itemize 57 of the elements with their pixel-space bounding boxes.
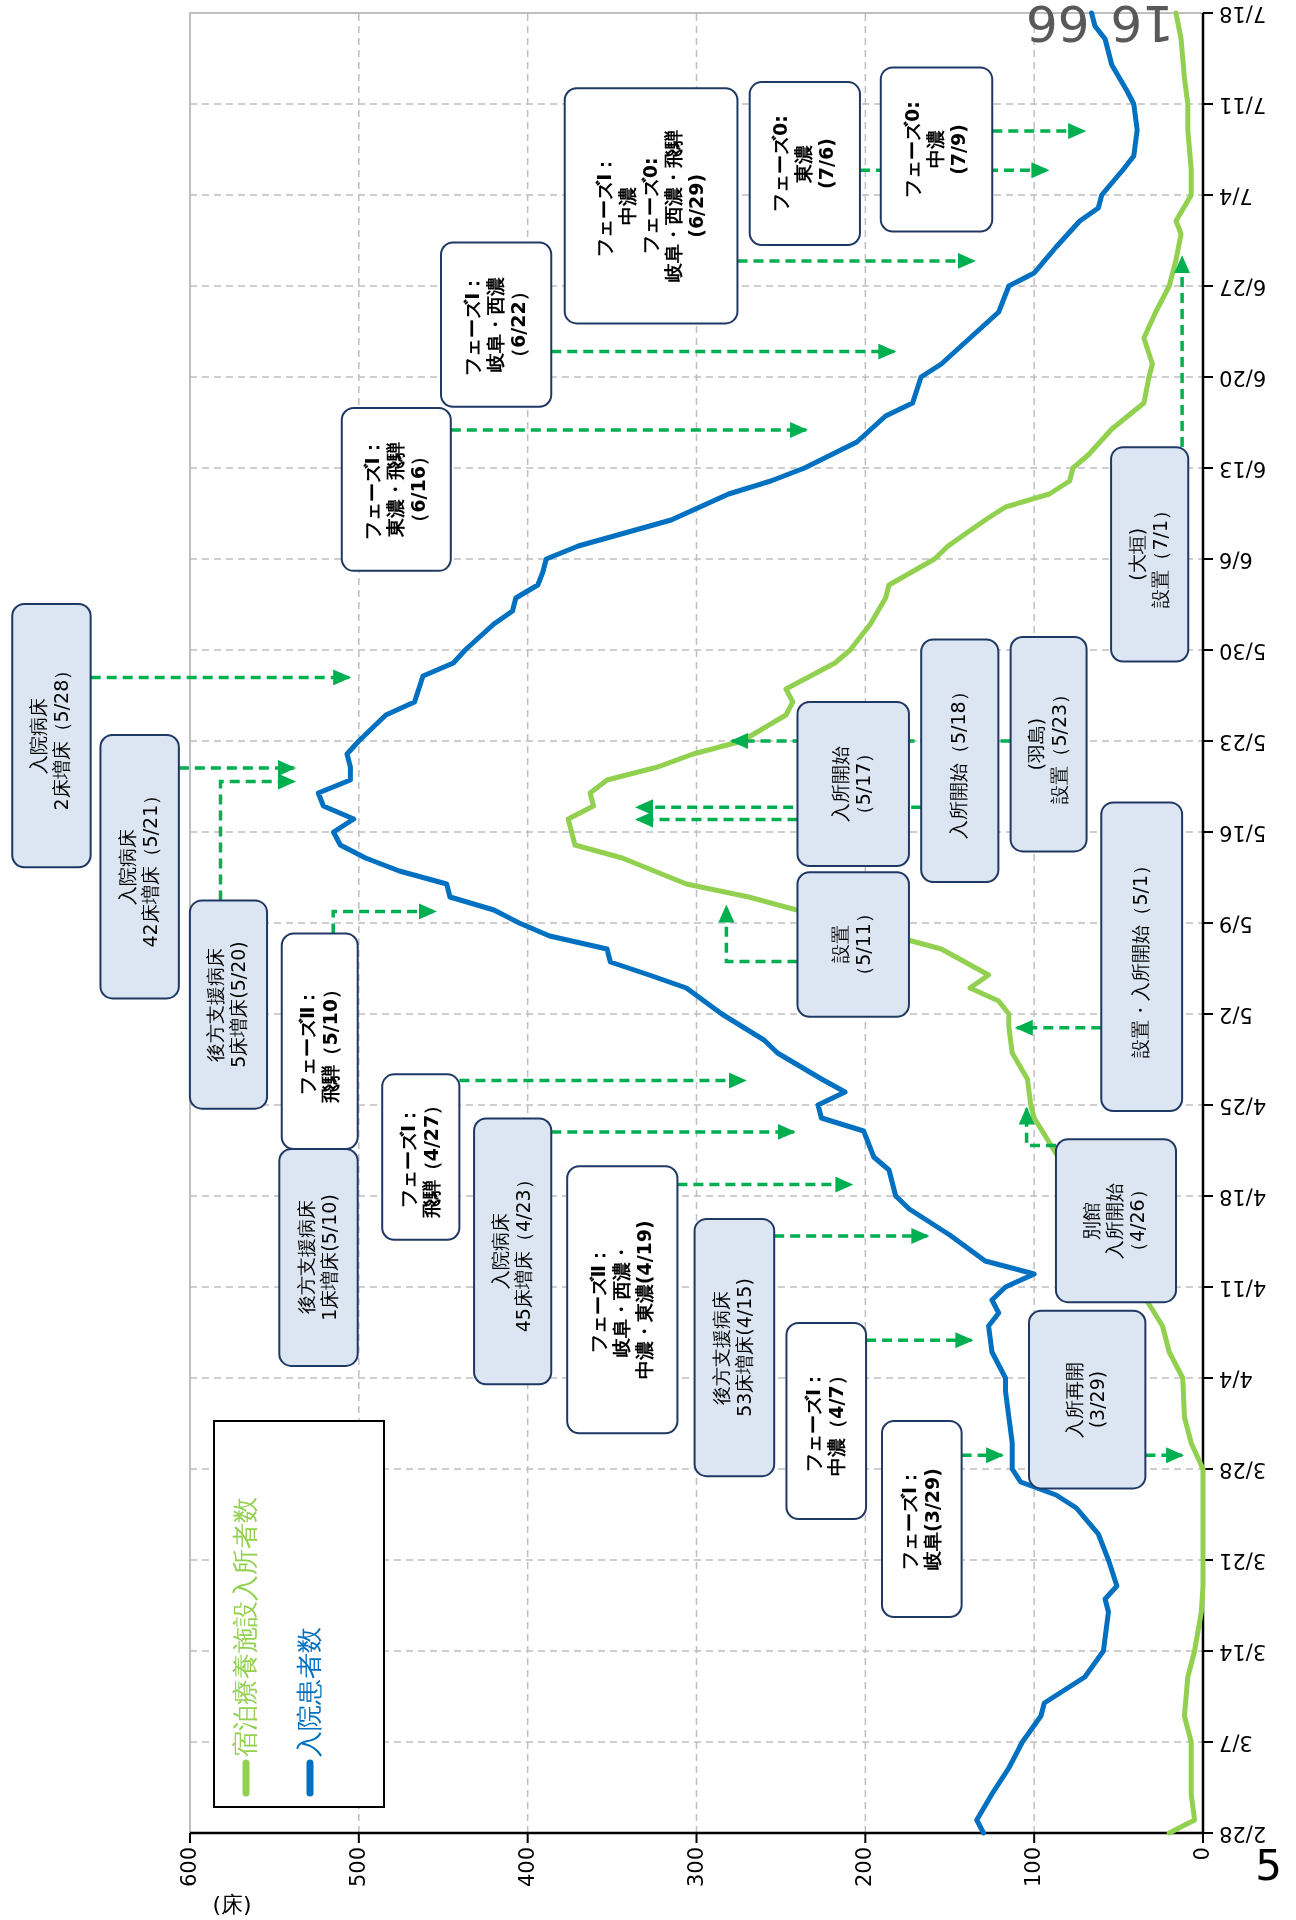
y-tick-label: 3/14 (1219, 1640, 1267, 1664)
y-tick-label: 6/6 (1219, 548, 1253, 572)
data-label: 16 (1110, 0, 1174, 52)
annotation: 入院病床45床増床（4/23） (488, 1170, 534, 1333)
annotation: 後方支援病床53床増床(4/15) (710, 1278, 756, 1417)
annotation: フェーズⅠ：東濃・飛騨（6/16） (360, 438, 429, 541)
data-label: 66 (1025, 0, 1090, 52)
x-tick-label: 200 (852, 1847, 877, 1888)
annotation: 入所再開(3/29) (1063, 1361, 1109, 1438)
x-tick-label: 100 (1021, 1847, 1046, 1888)
annotation: フェーズ0:東濃(7/6) (769, 115, 838, 212)
y-tick-label: 5/16 (1219, 821, 1267, 845)
annotation: フェーズⅠ：岐阜(3/29) (897, 1467, 943, 1571)
annotation: 別館入所開始（4/26） (1080, 1180, 1149, 1262)
annotation: 入所開始（5/18） (947, 682, 970, 840)
y-tick-label: 2/28 (1219, 1822, 1267, 1846)
x-axis-title: (床) (212, 1892, 252, 1917)
y-tick-label: 5/23 (1219, 730, 1267, 754)
text: 入院患者数 (293, 1627, 324, 1757)
y-tick-label: 4/4 (1219, 1367, 1253, 1391)
annotation: フェーズⅠ：中濃（4/7） (802, 1366, 848, 1476)
y-tick-label: 7/11 (1219, 93, 1267, 117)
annotation: 後方支援病床1床増床(5/10) (294, 1194, 340, 1321)
annotation: フェーズⅠ：岐阜・西濃（6/22） (460, 273, 529, 376)
annotation: 入所開始（5/17） (829, 743, 875, 825)
x-tick-label: 400 (514, 1847, 539, 1888)
y-tick-label: 5/2 (1219, 1003, 1253, 1027)
y-tick-label: 6/27 (1219, 275, 1267, 299)
y-tick-label: 6/13 (1219, 457, 1267, 481)
annotation: フェーズ0:中濃(7/9) (901, 101, 970, 198)
y-tick-label: 4/25 (1219, 1094, 1267, 1118)
annotation: 設置・入所開始（5/1） (1129, 855, 1152, 1058)
x-tick-label: 300 (683, 1847, 708, 1888)
annotation: フェーズⅠ：飛騨（4/27） (396, 1095, 442, 1220)
y-tick-label: 5/9 (1219, 912, 1253, 936)
y-tick-label: 3/7 (1219, 1731, 1253, 1755)
annotation: フェーズⅠ：中濃フェーズ0:岐阜・西濃・飛騨(6/29) (592, 129, 707, 282)
y-tick-label: 7/18 (1219, 2, 1267, 26)
annotation: 設置（5/11） (829, 904, 875, 985)
text: 入院病床2床増床（5/28） (27, 660, 73, 811)
y-tick-label: 5/30 (1219, 639, 1267, 663)
text: 入院病床42床増床（5/21） (115, 785, 161, 948)
y-tick-label: 6/20 (1219, 366, 1267, 390)
y-tick-label: 3/28 (1219, 1458, 1267, 1482)
text: 宿泊療養施設入所者数 (229, 1497, 260, 1757)
x-tick-label: 500 (345, 1847, 370, 1888)
annotation: 後方支援病床5床増床(5/20) (204, 941, 250, 1068)
y-tick-label: 3/21 (1219, 1549, 1267, 1573)
annotation: (羽島)設置（5/23） (1024, 684, 1070, 804)
x-tick-label: 0 (1190, 1847, 1214, 1861)
annotation: (大垣)設置（7/1） (1125, 501, 1171, 608)
annotation: フェーズⅡ：飛騨（5/10） (295, 979, 341, 1104)
y-tick-label: 4/18 (1219, 1185, 1267, 1209)
x-tick-label: 600 (177, 1847, 201, 1888)
y-tick-label: 7/4 (1219, 184, 1253, 208)
y-tick-label: 4/11 (1219, 1276, 1267, 1300)
annotation: フェーズⅡ：岐阜・西濃・中濃・東濃(4/19) (586, 1220, 655, 1380)
